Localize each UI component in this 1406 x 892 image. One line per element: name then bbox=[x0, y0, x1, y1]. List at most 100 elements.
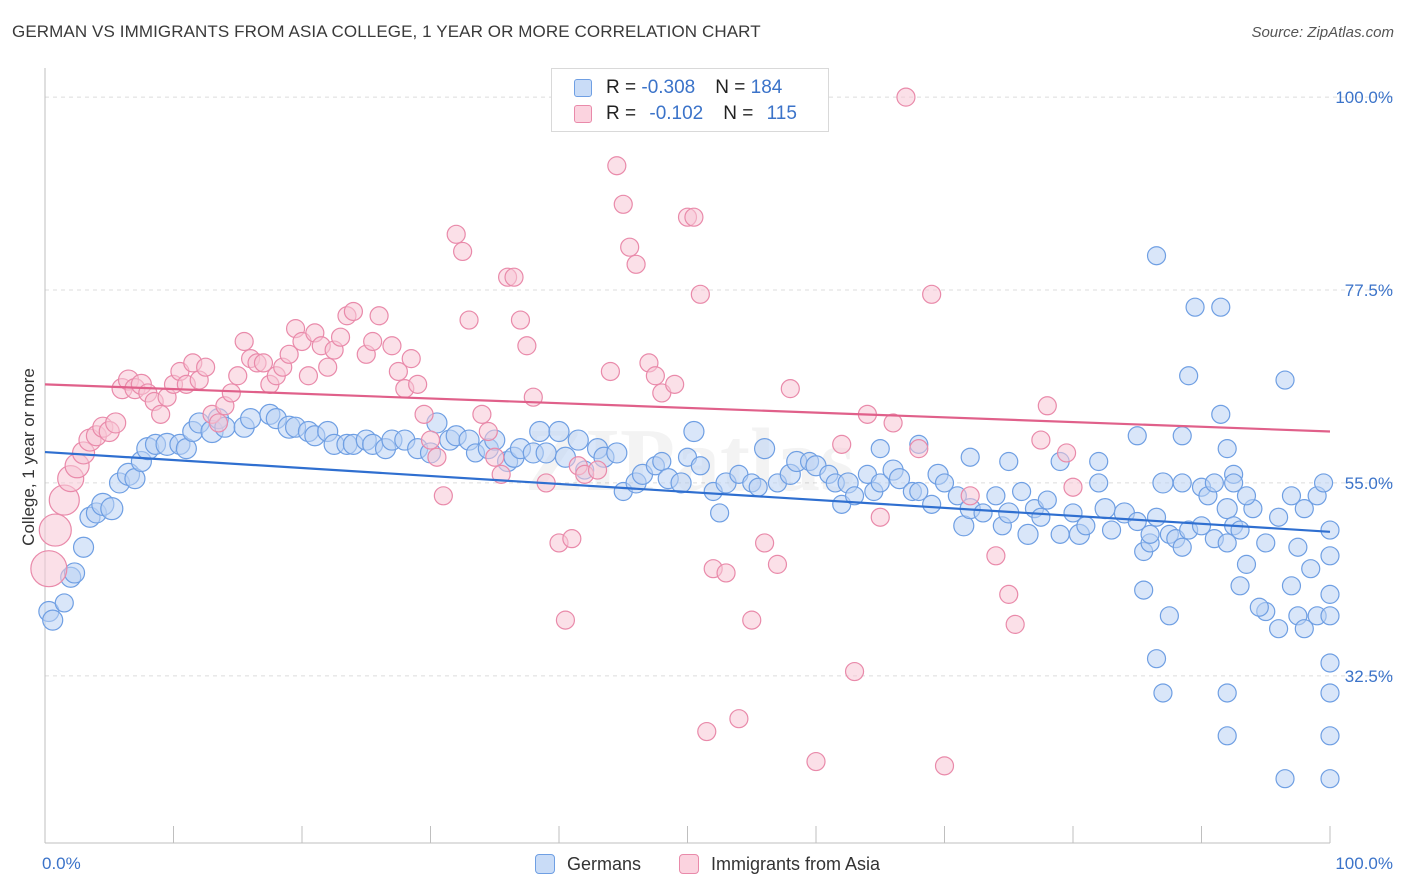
germans-point bbox=[1211, 404, 1231, 424]
asia-point bbox=[909, 439, 929, 459]
germans-point bbox=[1152, 472, 1174, 494]
germans-point bbox=[606, 442, 628, 464]
asia-point bbox=[382, 336, 402, 356]
legend-r-label: R = bbox=[606, 103, 642, 124]
germans-point bbox=[1320, 584, 1340, 604]
asia-point bbox=[343, 301, 363, 322]
asia-point bbox=[690, 284, 710, 304]
y-tick-label: 100.0% bbox=[1335, 88, 1393, 107]
germans-point bbox=[1313, 473, 1334, 493]
legend-item-asia[interactable]: Immigrants from Asia bbox=[679, 852, 880, 876]
asia-point bbox=[986, 546, 1006, 566]
legend-item-germans[interactable]: Germans bbox=[535, 852, 641, 876]
germans-point bbox=[42, 609, 64, 631]
germans-point bbox=[670, 472, 692, 494]
asia-point bbox=[38, 513, 72, 547]
asia-point bbox=[780, 379, 800, 399]
germans-point bbox=[63, 562, 86, 584]
germans-point bbox=[529, 420, 551, 443]
germans-point bbox=[1153, 683, 1173, 703]
asia-point bbox=[369, 306, 389, 326]
asia-point bbox=[330, 327, 351, 347]
legend-n-value: 184 bbox=[750, 77, 783, 98]
asia-point bbox=[922, 284, 942, 304]
germans-point bbox=[753, 438, 776, 460]
germans-point bbox=[1172, 537, 1192, 557]
asia-point bbox=[960, 486, 980, 506]
germans-point bbox=[748, 477, 768, 497]
germans-point bbox=[909, 481, 929, 502]
germans-point bbox=[1217, 439, 1237, 459]
germans-point bbox=[973, 503, 993, 523]
germans-point bbox=[1185, 297, 1205, 317]
asia-point bbox=[453, 241, 473, 262]
asia-point bbox=[729, 709, 749, 729]
asia-point bbox=[613, 194, 633, 214]
y-tick-labels: 32.5% 55.0% 77.5% 100.0% bbox=[1335, 88, 1393, 686]
asia-point bbox=[388, 361, 408, 382]
asia-point bbox=[1031, 430, 1051, 450]
asia-point bbox=[427, 447, 447, 467]
asia-point bbox=[562, 529, 582, 549]
grid-lines bbox=[45, 96, 1393, 677]
asia-point bbox=[105, 412, 127, 434]
germans-point bbox=[1320, 653, 1340, 673]
asia-point bbox=[196, 357, 216, 377]
y-tick-label: 32.5% bbox=[1345, 667, 1393, 686]
germans-point bbox=[1076, 516, 1096, 536]
asia-point bbox=[697, 721, 717, 742]
legend-n-label: N = bbox=[715, 77, 751, 98]
germans-point bbox=[1146, 246, 1167, 266]
germans-point bbox=[1017, 523, 1039, 545]
germans-point bbox=[1294, 499, 1314, 519]
germans-point bbox=[1172, 473, 1192, 493]
germans-point bbox=[1191, 516, 1212, 536]
asia-point bbox=[934, 756, 955, 776]
germans-point bbox=[1320, 769, 1340, 789]
germans-point bbox=[567, 429, 589, 451]
x-tick-label-max: 100.0% bbox=[1335, 854, 1393, 873]
germans-point bbox=[1216, 498, 1238, 520]
germans-point bbox=[1281, 576, 1302, 596]
y-tick-label: 55.0% bbox=[1345, 474, 1393, 493]
asia-point bbox=[30, 550, 68, 588]
asia-point bbox=[1037, 396, 1057, 416]
asia-point bbox=[279, 344, 299, 364]
germans-point bbox=[999, 451, 1019, 472]
germans-point bbox=[1127, 511, 1147, 532]
asia-point bbox=[1063, 477, 1083, 497]
germans-point bbox=[1236, 554, 1257, 574]
germans-point bbox=[690, 456, 710, 476]
germans-point bbox=[1224, 473, 1244, 493]
asia-point bbox=[420, 430, 441, 450]
germans-point bbox=[1249, 597, 1269, 617]
germans-point bbox=[1217, 726, 1237, 746]
germans-trend-line bbox=[44, 450, 1331, 533]
asia-trend-line bbox=[44, 383, 1331, 433]
germans-point bbox=[1127, 426, 1147, 446]
chart-title: GERMAN VS IMMIGRANTS FROM ASIA COLLEGE, … bbox=[12, 22, 761, 41]
germans-point bbox=[1230, 576, 1250, 596]
germans-point bbox=[1089, 473, 1109, 493]
asia-point bbox=[433, 486, 453, 506]
asia-point bbox=[645, 366, 665, 386]
asia-point bbox=[684, 207, 704, 227]
asia-point bbox=[318, 357, 338, 377]
germans-point bbox=[1217, 533, 1237, 553]
germans-point bbox=[710, 503, 730, 523]
asia-point bbox=[620, 237, 640, 257]
legend-swatch-asia bbox=[679, 854, 699, 874]
asia-point bbox=[401, 349, 421, 369]
germans-point bbox=[1159, 606, 1179, 626]
y-tick-label: 77.5% bbox=[1345, 281, 1393, 300]
asia-point bbox=[234, 331, 254, 352]
germans-point bbox=[960, 447, 980, 467]
germans-point bbox=[922, 494, 942, 514]
germans-point bbox=[1256, 533, 1276, 553]
germans-point bbox=[1204, 473, 1224, 493]
germans-point bbox=[1089, 451, 1109, 472]
legend-swatch-asia bbox=[574, 105, 592, 123]
asia-point bbox=[504, 267, 524, 287]
germans-point bbox=[1146, 507, 1167, 527]
asia-point bbox=[806, 751, 826, 772]
